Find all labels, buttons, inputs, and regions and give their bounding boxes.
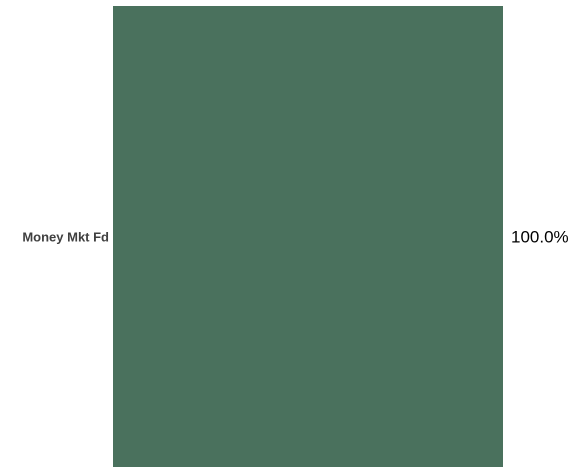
- bars-group: [113, 6, 503, 467]
- labels-group: 100.0% Money Mkt Fd: [22, 228, 568, 247]
- bar-segment: [113, 6, 503, 467]
- category-label: Money Mkt Fd: [22, 230, 109, 245]
- data-label: 100.0%: [511, 228, 569, 247]
